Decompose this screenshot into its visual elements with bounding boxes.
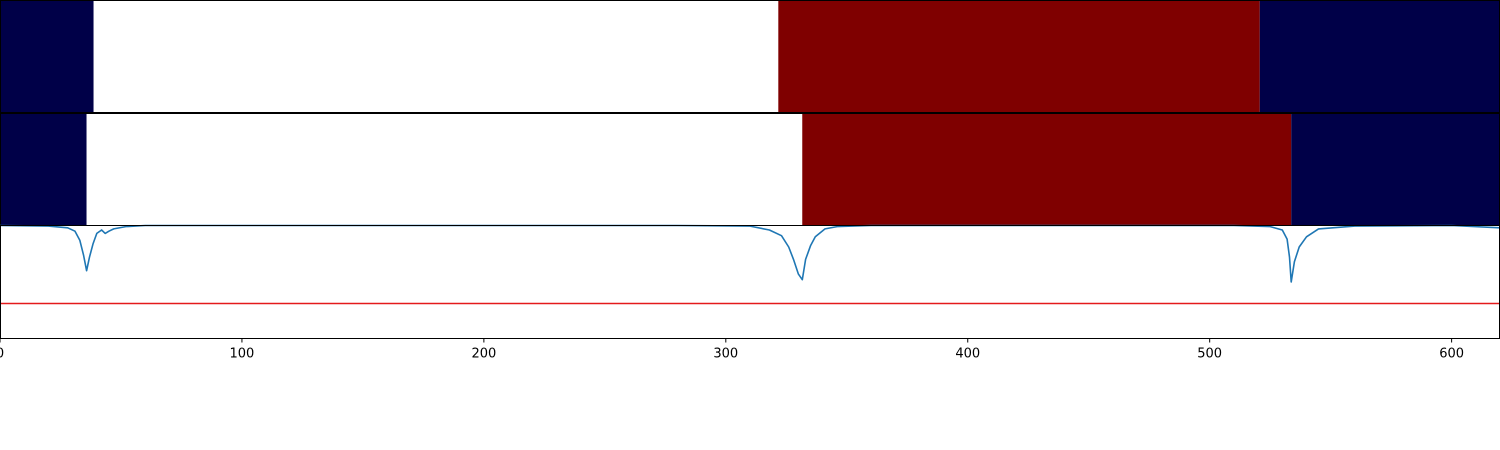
- x-tick-label: 400: [955, 347, 980, 362]
- x-tick-label: 600: [1439, 347, 1464, 362]
- heatmap-segment-low: [0, 0, 94, 113]
- heatmap-segment-mid: [86, 113, 803, 226]
- x-tick-label: 0: [0, 347, 4, 362]
- heatmap-segment-low: [0, 113, 87, 226]
- x-tick-label: 300: [713, 347, 738, 362]
- bottom-line-plot: [0, 224, 1500, 339]
- heatmap-segment-high: [802, 113, 1292, 226]
- series-line: [0, 224, 1500, 283]
- middle-heatmap-strip: [0, 113, 1500, 226]
- x-tick-label: 200: [471, 347, 496, 362]
- x-tick-label: 500: [1197, 347, 1222, 362]
- heatmap-segment-low: [1291, 113, 1500, 226]
- heatmap-segment-mid: [93, 0, 779, 113]
- x-axis: 0 100 200 300 400 500 600: [0, 338, 1464, 362]
- x-tick-label: 100: [230, 347, 255, 362]
- plot-frame: [0, 225, 1500, 339]
- top-heatmap-strip: [0, 0, 1500, 113]
- heatmap-segment-low: [1259, 0, 1500, 113]
- heatmap-segment-high: [778, 0, 1260, 113]
